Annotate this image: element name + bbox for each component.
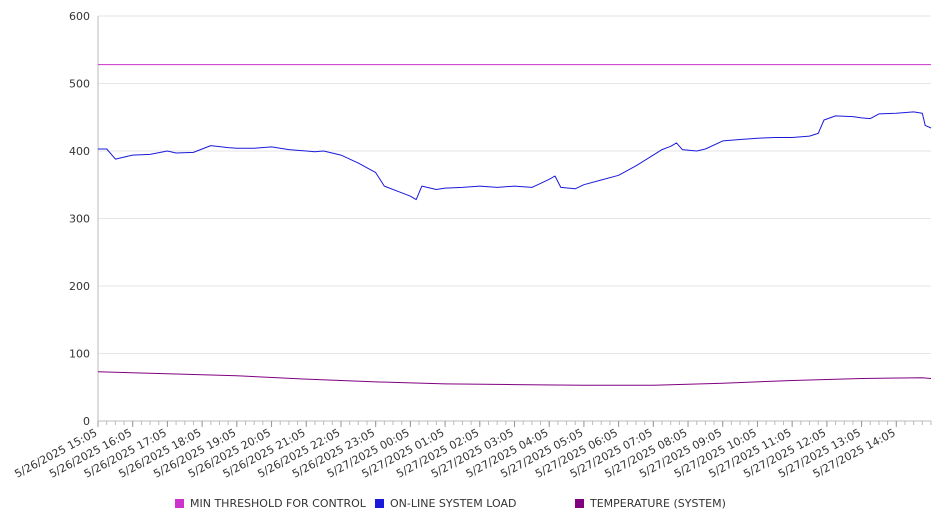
y-tick-label: 400 <box>69 145 90 158</box>
y-tick-label: 600 <box>69 10 90 23</box>
legend-label: ON-LINE SYSTEM LOAD <box>390 497 517 510</box>
y-tick-label: 100 <box>69 348 90 361</box>
series-lines <box>97 64 932 386</box>
y-axis-ticks: 0 100 200 300 400 500 600 <box>69 10 90 428</box>
y-tick-label: 200 <box>69 280 90 293</box>
legend-label: MIN THRESHOLD FOR CONTROL <box>190 497 366 510</box>
legend-swatch <box>375 499 384 508</box>
legend-item[interactable]: ON-LINE SYSTEM LOAD <box>375 497 516 510</box>
legend: MIN THRESHOLD FOR CONTROL ON-LINE SYSTEM … <box>0 497 946 515</box>
y-tick-label: 300 <box>69 213 90 226</box>
series-line-1 <box>98 111 932 201</box>
y-tick-label: 500 <box>69 78 90 91</box>
series-line-2 <box>97 371 932 386</box>
legend-swatch <box>575 499 584 508</box>
legend-item[interactable]: TEMPERATURE (SYSTEM) <box>575 497 726 510</box>
y-tick-label: 0 <box>83 415 90 428</box>
legend-label: TEMPERATURE (SYSTEM) <box>590 497 726 510</box>
grid-lines <box>98 15 931 354</box>
legend-item[interactable]: MIN THRESHOLD FOR CONTROL <box>175 497 366 510</box>
legend-swatch <box>175 499 184 508</box>
x-axis-ticks: 5/26/2025 15:055/26/2025 16:055/26/2025 … <box>12 421 932 481</box>
